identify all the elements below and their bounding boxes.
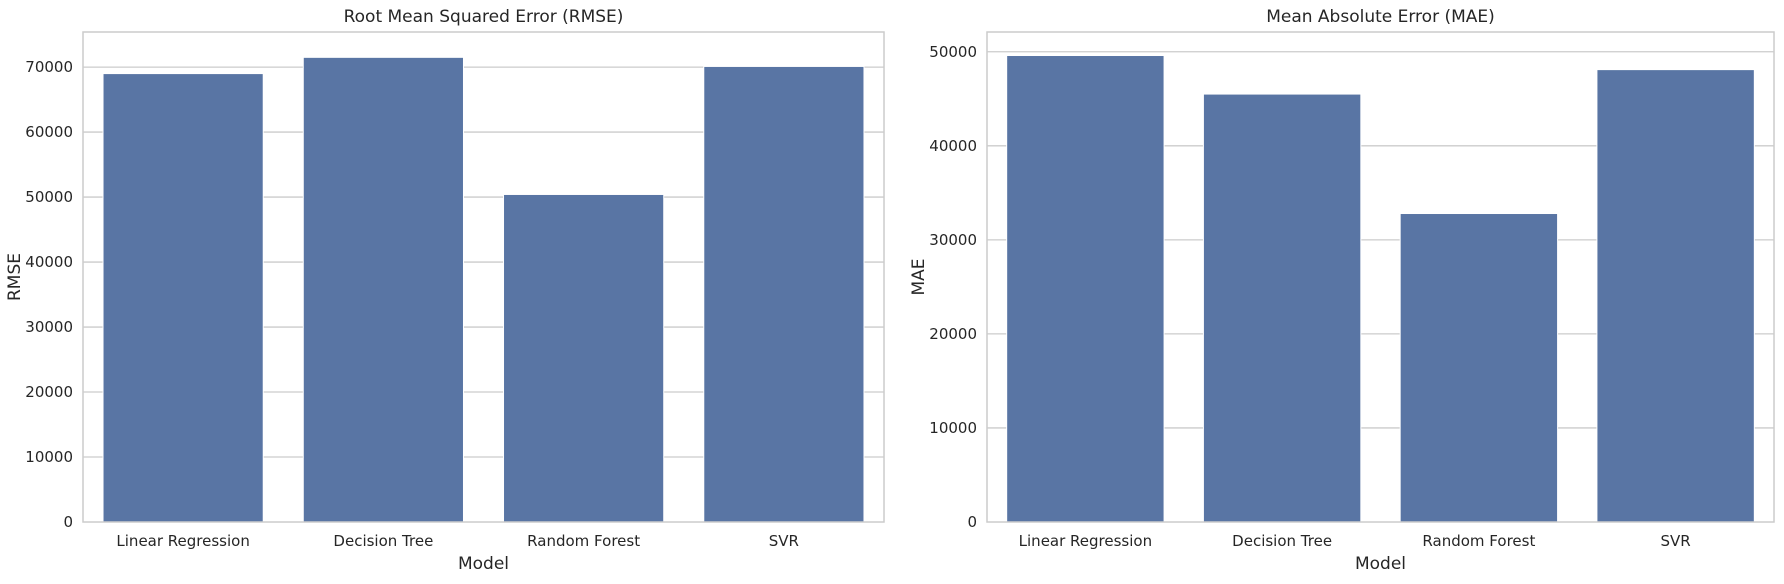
y-axis-label: MAE xyxy=(909,258,929,295)
x-tick-label: Linear Regression xyxy=(1019,532,1152,550)
bar-3 xyxy=(1399,213,1559,523)
bar-2 xyxy=(302,56,464,523)
plot-frame xyxy=(82,31,885,523)
chart-panel-1: 0 10000 20000 30000 40000 50000 60000 70000 Line… xyxy=(5,7,885,574)
y-tick-label: 60000 xyxy=(25,123,73,141)
bar-1 xyxy=(102,73,264,523)
bar-1 xyxy=(1006,55,1165,523)
y-tick-label: 70000 xyxy=(25,58,73,76)
y-tick-label: 0 xyxy=(967,513,977,531)
chart-panel-2: 0 10000 20000 30000 40000 50000 Linear Regress… xyxy=(909,7,1775,574)
x-tick-label: SVR xyxy=(1661,532,1691,550)
y-tick-label: 10000 xyxy=(929,419,977,437)
y-tick-label: 10000 xyxy=(25,448,73,466)
y-axis-label: RMSE xyxy=(5,253,25,301)
y-tick-label: 40000 xyxy=(929,137,977,155)
x-tick-label: Linear Regression xyxy=(116,532,249,550)
x-tick-label: Decision Tree xyxy=(333,532,433,550)
bar-3 xyxy=(503,193,665,523)
bar-4 xyxy=(703,65,865,523)
y-tick-label: 20000 xyxy=(25,383,73,401)
x-axis-label: Model xyxy=(458,554,509,574)
y-tick-label: 50000 xyxy=(25,188,73,206)
x-tick-label: SVR xyxy=(769,532,799,550)
bar-4 xyxy=(1596,69,1755,523)
chart-title: Mean Absolute Error (MAE) xyxy=(1266,7,1495,27)
y-tick-label: 20000 xyxy=(929,325,977,343)
y-tick-label: 30000 xyxy=(929,231,977,249)
y-tick-label: 50000 xyxy=(929,43,977,61)
y-tick-label: 0 xyxy=(63,513,73,531)
x-axis-label: Model xyxy=(1355,554,1406,574)
x-tick-label: Decision Tree xyxy=(1232,532,1332,550)
x-tick-label: Random Forest xyxy=(1422,532,1535,550)
bar-2 xyxy=(1202,93,1362,523)
x-tick-label: Random Forest xyxy=(527,532,640,550)
plot-frame xyxy=(986,31,1775,523)
y-tick-label: 40000 xyxy=(25,253,73,271)
chart-title: Root Mean Squared Error (RMSE) xyxy=(344,7,624,27)
y-tick-label: 30000 xyxy=(25,318,73,336)
